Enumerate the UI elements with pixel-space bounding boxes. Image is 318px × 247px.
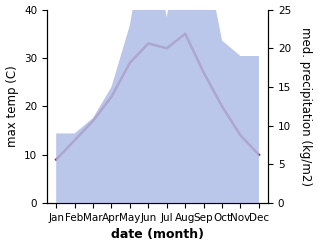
Y-axis label: med. precipitation (kg/m2): med. precipitation (kg/m2) bbox=[300, 27, 313, 186]
X-axis label: date (month): date (month) bbox=[111, 228, 204, 242]
Y-axis label: max temp (C): max temp (C) bbox=[5, 65, 18, 147]
